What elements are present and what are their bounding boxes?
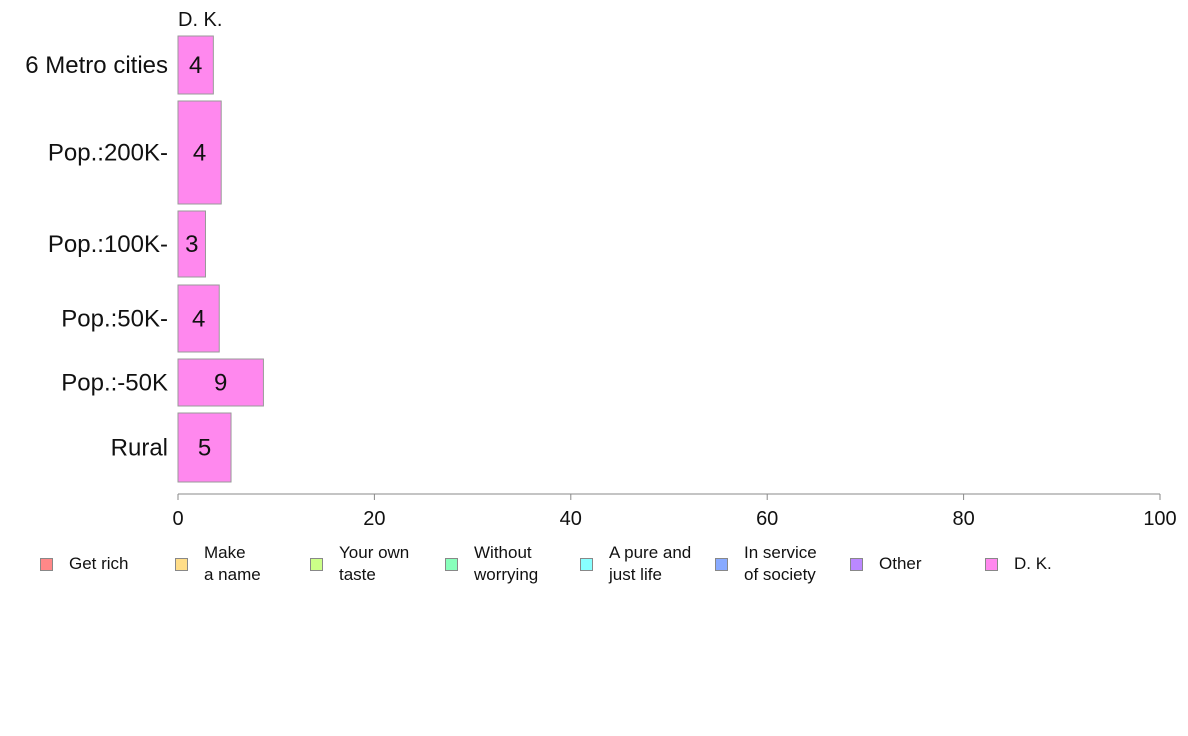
data-label: 4 <box>193 140 206 167</box>
x-tick-label: 80 <box>952 508 974 530</box>
legend-item: A pure and just life <box>580 540 691 588</box>
legend-swatch <box>445 557 458 571</box>
x-tick-label: 100 <box>1143 508 1176 530</box>
legend-item: Without worrying <box>445 540 538 588</box>
legend-swatch <box>850 557 863 571</box>
bar <box>177 35 214 95</box>
legend-swatch <box>715 557 728 571</box>
legend-swatch <box>580 557 593 571</box>
bars-group: 6 Metro cities 4 Pop.:200K- 4 Pop.:100K- 3 Pop… <box>25 35 264 483</box>
panel-title: D. K. <box>178 9 222 31</box>
legend-swatch <box>310 557 323 571</box>
data-label: 5 <box>198 435 211 462</box>
data-label: 4 <box>189 52 202 79</box>
category-label: Rural <box>111 435 168 462</box>
legend-label: Your own taste <box>339 543 410 584</box>
category-label: Pop.:-50K <box>61 370 168 397</box>
legend-swatch <box>175 557 188 571</box>
x-tick-label: 0 <box>172 508 183 530</box>
legend-item: Get rich <box>40 540 129 588</box>
legend-swatch <box>40 557 53 571</box>
legend-label: D. K. <box>1014 554 1052 573</box>
category-label: Pop.:100K- <box>48 231 168 258</box>
category-label: Pop.:200K- <box>48 140 168 167</box>
legend-item: Make a name <box>175 540 261 588</box>
legend-label: A pure and just life <box>609 543 692 584</box>
data-label: 9 <box>214 370 227 397</box>
bar <box>177 100 222 205</box>
bar <box>177 358 264 407</box>
data-label: 3 <box>185 231 198 258</box>
category-label: 6 Metro cities <box>25 52 168 79</box>
legend-label: Other <box>879 554 922 573</box>
legend-label: In service of society <box>744 543 817 584</box>
category-label: Pop.:50K- <box>61 306 168 333</box>
legend-swatch <box>985 557 998 571</box>
legend: Get rich Make a name Your own taste Without… <box>0 540 1188 600</box>
x-axis: 0 20 40 60 80 100 <box>172 493 1177 530</box>
legend-label: Make a name <box>204 543 261 584</box>
bar <box>177 412 232 483</box>
x-tick-label: 60 <box>756 508 778 530</box>
legend-label: Without worrying <box>474 543 539 584</box>
legend-item: In service of society <box>715 540 817 588</box>
x-tick-label: 40 <box>560 508 582 530</box>
x-tick-label: 20 <box>363 508 385 530</box>
legend-label: Get rich <box>69 554 129 573</box>
bar <box>177 284 220 353</box>
bar <box>177 210 206 278</box>
legend-item: Other <box>850 540 922 588</box>
legend-item: Your own taste <box>310 540 409 588</box>
bar-chart: D. K. 6 Metro cities 4 Pop.:200K- 4 Pop.:100… <box>25 9 1177 530</box>
legend-item: D. K. <box>985 540 1052 588</box>
data-label: 4 <box>192 306 205 333</box>
